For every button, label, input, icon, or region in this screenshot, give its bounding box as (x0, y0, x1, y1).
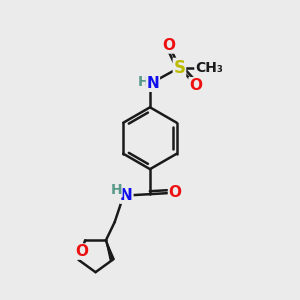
Text: CH₃: CH₃ (195, 61, 223, 75)
Text: S: S (173, 58, 185, 76)
Text: O: O (169, 185, 182, 200)
Text: O: O (163, 38, 176, 53)
Text: H: H (110, 183, 122, 197)
Text: N: N (120, 188, 133, 203)
Polygon shape (106, 240, 114, 261)
Text: N: N (147, 76, 159, 91)
Text: O: O (75, 244, 88, 259)
Text: O: O (189, 78, 202, 93)
Text: H: H (138, 75, 149, 89)
